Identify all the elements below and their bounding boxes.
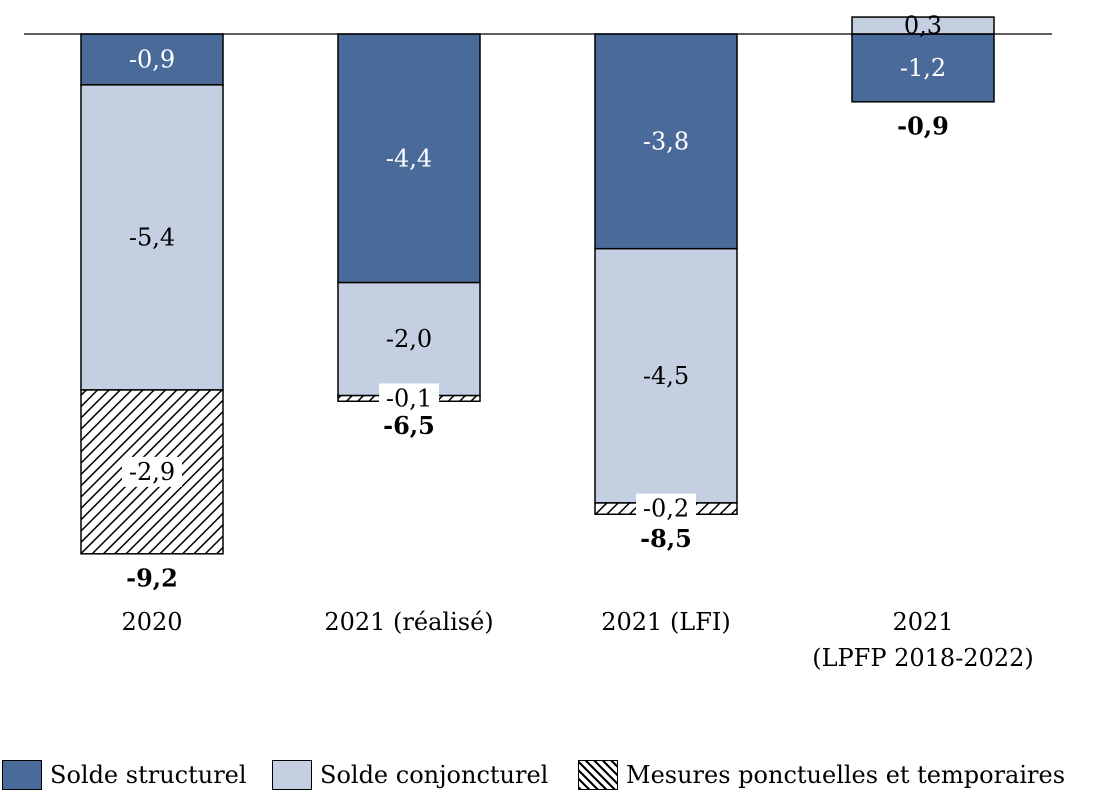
svg-text:-3,8: -3,8 bbox=[643, 127, 689, 155]
bar-solde-structurel-1 bbox=[337, 33, 481, 284]
category-label-0: 2020 bbox=[121, 608, 182, 636]
legend-item-solde-conjoncturel: Solde conjoncturel bbox=[272, 757, 548, 793]
svg-text:-1,2: -1,2 bbox=[900, 54, 946, 82]
bar-solde-conjoncturel-0 bbox=[80, 84, 224, 391]
category-label-3-line-0: 2021 bbox=[892, 608, 953, 636]
category-label-2: 2021 (LFI) bbox=[601, 608, 731, 636]
bars-layer bbox=[80, 16, 995, 555]
data-label-solde-conjoncturel-3: 0,3 bbox=[904, 12, 942, 40]
legend-swatch-solde-conjoncturel bbox=[272, 760, 312, 790]
data-label-solde-conjoncturel-1: -2,0 bbox=[386, 325, 432, 353]
legend: Solde structurel Solde conjoncturel Mesu… bbox=[0, 757, 1100, 797]
legend-label-mesures-ponctuelles: Mesures ponctuelles et temporaires bbox=[626, 761, 1066, 789]
bar-solde-structurel-2 bbox=[594, 33, 738, 250]
total-label-2: -8,5 bbox=[640, 524, 692, 553]
svg-text:-4,4: -4,4 bbox=[386, 144, 432, 172]
legend-swatch-solde-structurel bbox=[2, 760, 42, 790]
svg-text:-2,9: -2,9 bbox=[129, 458, 175, 486]
bar-solde-structurel-0 bbox=[80, 33, 224, 86]
category-label-1: 2021 (réalisé) bbox=[324, 608, 493, 636]
total-label-3: -0,9 bbox=[897, 111, 949, 140]
data-label-mesures-ponctuelles-et-temporaires-2: -0,2 bbox=[636, 493, 696, 524]
data-label-solde-structurel-2: -3,8 bbox=[643, 127, 689, 155]
legend-item-mesures-ponctuelles: Mesures ponctuelles et temporaires bbox=[578, 757, 1065, 793]
bar-solde-structurel-3 bbox=[851, 33, 995, 103]
total-label-1: -6,5 bbox=[383, 411, 435, 440]
svg-text:-4,5: -4,5 bbox=[643, 362, 689, 390]
svg-text:-0,2: -0,2 bbox=[643, 495, 689, 523]
data-label-solde-conjoncturel-0: -5,4 bbox=[129, 223, 175, 251]
legend-label-solde-conjoncturel: Solde conjoncturel bbox=[320, 761, 549, 789]
svg-text:-2,0: -2,0 bbox=[386, 325, 432, 353]
data-label-solde-conjoncturel-2: -4,5 bbox=[643, 362, 689, 390]
category-label-3-line-1: (LPFP 2018-2022) bbox=[812, 644, 1034, 672]
svg-text:0,3: 0,3 bbox=[904, 12, 942, 40]
svg-text:-5,4: -5,4 bbox=[129, 223, 175, 251]
data-label-solde-structurel-1: -4,4 bbox=[386, 144, 432, 172]
bar-solde-conjoncturel-2 bbox=[594, 247, 738, 504]
legend-swatch-mesures-ponctuelles bbox=[578, 760, 618, 790]
data-label-mesures-ponctuelles-et-temporaires-1: -0,1 bbox=[379, 383, 439, 414]
bar-solde-conjoncturel-1 bbox=[337, 281, 481, 397]
svg-text:-0,9: -0,9 bbox=[129, 45, 175, 73]
labels-layer: -0,9 -5,4 -2,9 -9,2 2020 -4,4 -2,0 -0,1-6,5 2021… bbox=[121, 12, 1033, 672]
data-label-solde-structurel-0: -0,9 bbox=[129, 45, 175, 73]
legend-item-solde-structurel: Solde structurel bbox=[2, 757, 247, 793]
data-label-mesures-ponctuelles-et-temporaires-0: -2,9 bbox=[122, 456, 182, 487]
data-label-solde-structurel-3: -1,2 bbox=[900, 54, 946, 82]
total-label-0: -9,2 bbox=[126, 563, 178, 592]
legend-label-solde-structurel: Solde structurel bbox=[50, 761, 247, 789]
svg-text:-0,1: -0,1 bbox=[386, 384, 432, 412]
